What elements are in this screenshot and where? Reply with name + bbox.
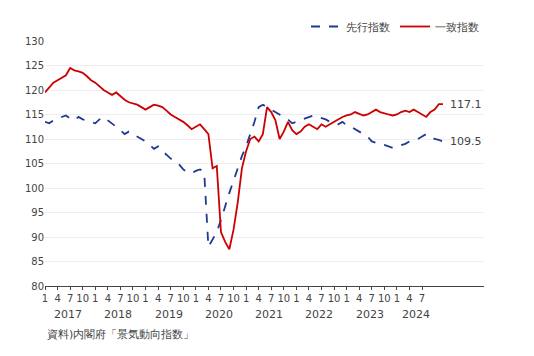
svg-text:7: 7 — [419, 293, 425, 304]
svg-text:7: 7 — [117, 293, 123, 304]
svg-text:90: 90 — [31, 232, 44, 243]
svg-text:4: 4 — [205, 293, 211, 304]
svg-text:2024: 2024 — [402, 308, 430, 321]
svg-text:7: 7 — [167, 293, 173, 304]
svg-text:4: 4 — [306, 293, 312, 304]
svg-text:10: 10 — [76, 293, 89, 304]
svg-text:2021: 2021 — [255, 308, 283, 321]
svg-text:117.1: 117.1 — [450, 98, 482, 111]
svg-text:120: 120 — [25, 85, 44, 96]
svg-text:4: 4 — [105, 293, 111, 304]
svg-text:4: 4 — [406, 293, 412, 304]
svg-text:10: 10 — [127, 293, 140, 304]
svg-text:1: 1 — [42, 293, 48, 304]
svg-text:100: 100 — [25, 183, 44, 194]
svg-text:2017: 2017 — [54, 308, 82, 321]
svg-text:1: 1 — [193, 293, 199, 304]
svg-text:7: 7 — [218, 293, 224, 304]
svg-text:4: 4 — [155, 293, 161, 304]
svg-text:2022: 2022 — [305, 308, 333, 321]
svg-text:10: 10 — [328, 293, 341, 304]
svg-text:2019: 2019 — [155, 308, 183, 321]
svg-text:80: 80 — [31, 281, 44, 292]
svg-text:7: 7 — [369, 293, 375, 304]
svg-text:7: 7 — [67, 293, 73, 304]
svg-text:4: 4 — [255, 293, 261, 304]
svg-text:資料)内閣府「景気動向指数」: 資料)内閣府「景気動向指数」 — [47, 328, 194, 341]
svg-text:1: 1 — [343, 293, 349, 304]
svg-text:10: 10 — [277, 293, 290, 304]
svg-text:7: 7 — [318, 293, 324, 304]
svg-text:95: 95 — [31, 207, 44, 218]
svg-text:1: 1 — [394, 293, 400, 304]
svg-text:110: 110 — [25, 134, 44, 145]
svg-text:130: 130 — [25, 36, 44, 47]
svg-text:109.5: 109.5 — [450, 135, 482, 148]
svg-text:105: 105 — [25, 158, 44, 169]
svg-text:10: 10 — [227, 293, 240, 304]
svg-text:4: 4 — [54, 293, 60, 304]
svg-text:115: 115 — [25, 109, 44, 120]
svg-text:1: 1 — [142, 293, 148, 304]
svg-text:2023: 2023 — [356, 308, 384, 321]
svg-text:7: 7 — [268, 293, 274, 304]
svg-text:1: 1 — [293, 293, 299, 304]
svg-text:1: 1 — [243, 293, 249, 304]
svg-text:2020: 2020 — [205, 308, 233, 321]
svg-text:85: 85 — [31, 256, 44, 267]
svg-text:4: 4 — [356, 293, 362, 304]
svg-text:10: 10 — [177, 293, 190, 304]
svg-text:一致指数: 一致指数 — [435, 21, 479, 34]
svg-text:2018: 2018 — [104, 308, 132, 321]
svg-text:先行指数: 先行指数 — [346, 21, 390, 34]
svg-text:10: 10 — [378, 293, 391, 304]
svg-text:1: 1 — [92, 293, 98, 304]
svg-text:125: 125 — [25, 60, 44, 71]
